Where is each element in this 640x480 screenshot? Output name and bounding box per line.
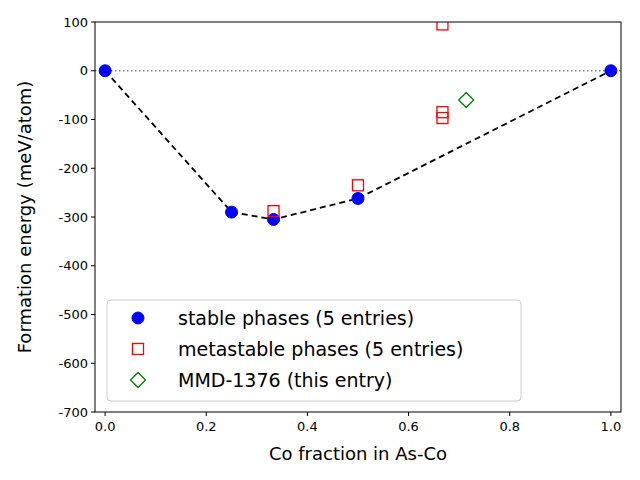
frame [95,22,621,412]
y-tick-label: 100 [63,15,88,30]
y-tick-label: -600 [58,356,88,371]
y-tick [91,314,95,315]
legend-label: MMD-1376 (this entry) [178,369,392,391]
y-tick [91,168,95,169]
point [353,180,364,191]
y-tick-label: -500 [58,307,88,322]
x-tick-label: 0.8 [499,419,520,434]
y-tick [91,70,95,71]
x-tick [408,412,409,416]
legend-box [107,300,521,401]
x-tick [206,412,207,416]
y-tick [91,412,95,413]
y-tick [91,119,95,120]
point [268,206,279,217]
legend-label: metastable phases (5 entries) [178,338,463,360]
x-tick [509,412,510,416]
y-tick-label: -700 [58,405,88,420]
y-tick [91,22,95,23]
y-tick-label: -300 [58,210,88,225]
legend: stable phases (5 entries) metastable phas… [107,300,521,401]
point [605,65,617,77]
legend-marker [133,344,144,355]
point [352,192,364,204]
x-tick [610,412,611,416]
legend-label: stable phases (5 entries) [178,307,414,329]
point [226,206,238,218]
zero-line [95,70,621,72]
y-tick-label: 0 [80,63,88,78]
y-tick [91,363,95,364]
legend-marker [132,312,144,324]
y-tick-label: -200 [58,161,88,176]
y-tick-label: -400 [58,258,88,273]
y-tick [91,217,95,218]
x-tick-label: 0.0 [95,419,116,434]
chart: 0.0 0.2 0.4 0.6 0.8 1.0 -700 -600 -500 -400 -300 -2… [0,0,640,480]
plot-area [99,22,617,225]
point [268,213,280,225]
x-tick [105,412,106,416]
y-tick-label: -100 [58,112,88,127]
point [437,113,448,124]
legend-marker [131,373,146,388]
x-tick [307,412,308,416]
x-tick-label: 1.0 [601,419,622,434]
point [437,22,448,30]
x-tick-label: 0.6 [398,419,419,434]
y-tick [91,265,95,266]
point [99,65,111,77]
x-axis-label: Co fraction in As-Co [269,443,447,464]
x-tick-label: 0.4 [297,419,318,434]
y-axis-label: Formation energy (meV/atom) [14,81,35,354]
hull-line [105,71,611,220]
x-tick-label: 0.2 [196,419,217,434]
point [459,93,474,108]
